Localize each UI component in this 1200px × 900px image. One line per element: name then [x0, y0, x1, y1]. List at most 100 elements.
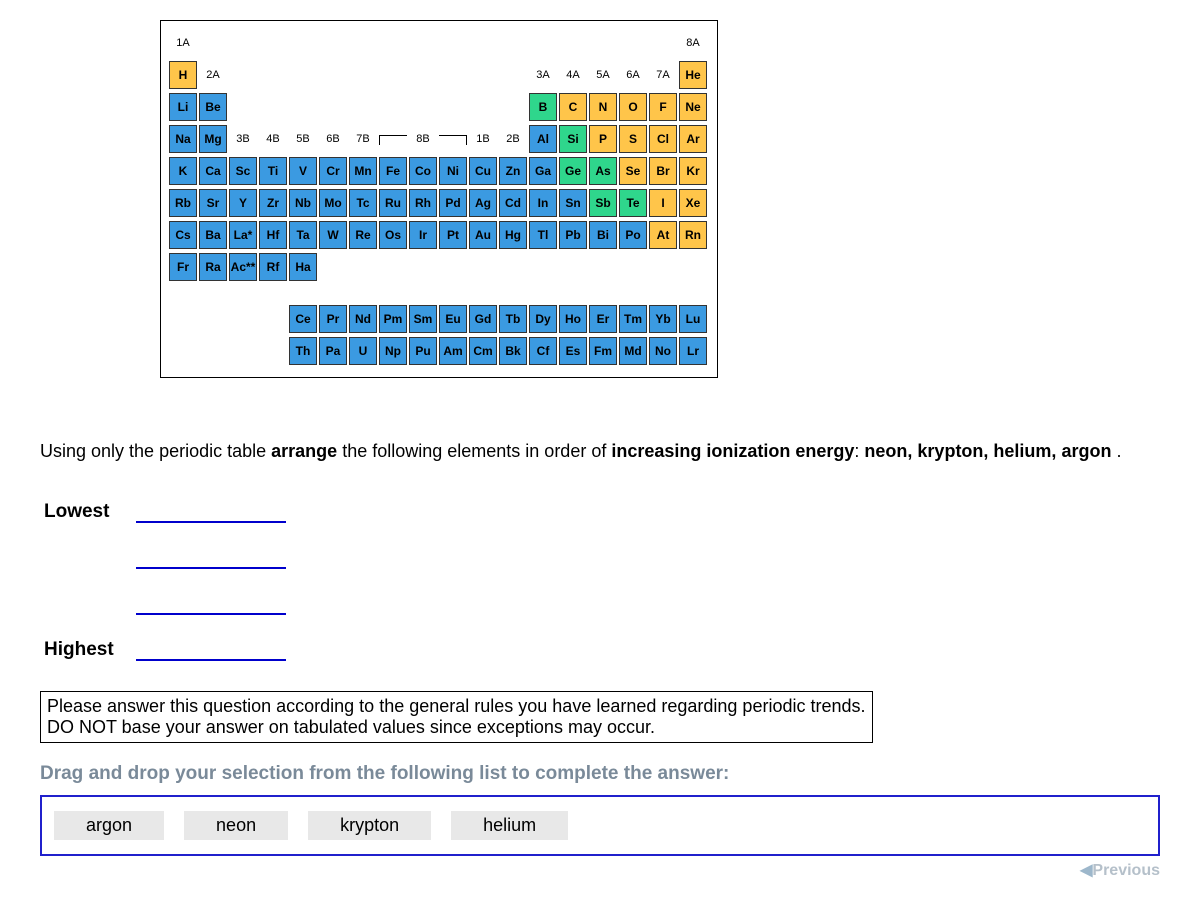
gap: [259, 61, 287, 89]
element-Na: Na: [169, 125, 197, 153]
element-Tc: Tc: [349, 189, 377, 217]
group-label: 8A: [679, 29, 707, 57]
gap: [439, 93, 467, 121]
group-label: 7A: [649, 61, 677, 89]
element-Br: Br: [649, 157, 677, 185]
element-Cd: Cd: [499, 189, 527, 217]
gap: [439, 135, 467, 145]
drop-slot-4[interactable]: [136, 635, 286, 661]
element-Cr: Cr: [319, 157, 347, 185]
gap: [349, 29, 377, 57]
gap: [469, 253, 497, 281]
gap: [259, 337, 287, 365]
element-Re: Re: [349, 221, 377, 249]
drag-item-neon[interactable]: neon: [184, 811, 288, 840]
element-Tl: Tl: [529, 221, 557, 249]
element-Co: Co: [409, 157, 437, 185]
gap: [409, 253, 437, 281]
gap: [589, 29, 617, 57]
gap: [229, 337, 257, 365]
gap: [349, 93, 377, 121]
element-Ho: Ho: [559, 305, 587, 333]
group-label: 7B: [349, 125, 377, 153]
element-Cl: Cl: [649, 125, 677, 153]
element-Ir: Ir: [409, 221, 437, 249]
element-Au: Au: [469, 221, 497, 249]
element-Tm: Tm: [619, 305, 647, 333]
gap: [259, 305, 287, 333]
element-Pm: Pm: [379, 305, 407, 333]
element-Bk: Bk: [499, 337, 527, 365]
drag-source-area: argon neon krypton helium: [40, 795, 1160, 856]
element-Cs: Cs: [169, 221, 197, 249]
group-label: 2A: [199, 61, 227, 89]
element-O: O: [619, 93, 647, 121]
drop-slot-2[interactable]: [136, 543, 286, 569]
drop-slot-3[interactable]: [136, 589, 286, 615]
group-label: 2B: [499, 125, 527, 153]
gap: [409, 61, 437, 89]
gap: [379, 135, 407, 145]
group-label: 3A: [529, 61, 557, 89]
element-Ca: Ca: [199, 157, 227, 185]
element-Am: Am: [439, 337, 467, 365]
element-P: P: [589, 125, 617, 153]
element-Ba: Ba: [199, 221, 227, 249]
element-Y: Y: [229, 189, 257, 217]
element-Fe: Fe: [379, 157, 407, 185]
element-I: I: [649, 189, 677, 217]
element-Te: Te: [619, 189, 647, 217]
element-Rn: Rn: [679, 221, 707, 249]
drop-slot-1[interactable]: [136, 497, 286, 523]
element-Lu: Lu: [679, 305, 707, 333]
element-Hf: Hf: [259, 221, 287, 249]
element-Nb: Nb: [289, 189, 317, 217]
element-Ra: Ra: [199, 253, 227, 281]
element-Sc: Sc: [229, 157, 257, 185]
drag-item-krypton[interactable]: krypton: [308, 811, 431, 840]
element-Ge: Ge: [559, 157, 587, 185]
element-Mn: Mn: [349, 157, 377, 185]
element-Zr: Zr: [259, 189, 287, 217]
element-K: K: [169, 157, 197, 185]
element-Sr: Sr: [199, 189, 227, 217]
gap: [559, 253, 587, 281]
gap: [349, 61, 377, 89]
gap: [199, 337, 227, 365]
group-label: 5B: [289, 125, 317, 153]
group-label: 6B: [319, 125, 347, 153]
element-Rf: Rf: [259, 253, 287, 281]
gap: [499, 253, 527, 281]
element-Ni: Ni: [439, 157, 467, 185]
element-La: La*: [229, 221, 257, 249]
element-Mg: Mg: [199, 125, 227, 153]
group-label: 6A: [619, 61, 647, 89]
gap: [499, 61, 527, 89]
label-lowest: Lowest: [44, 501, 134, 523]
gap: [499, 29, 527, 57]
element-Th: Th: [289, 337, 317, 365]
gap: [289, 29, 317, 57]
drag-item-helium[interactable]: helium: [451, 811, 568, 840]
element-Fr: Fr: [169, 253, 197, 281]
question-text: Using only the periodic table arrange th…: [40, 438, 1160, 465]
element-As: As: [589, 157, 617, 185]
element-B: B: [529, 93, 557, 121]
element-Rh: Rh: [409, 189, 437, 217]
element-Zn: Zn: [499, 157, 527, 185]
element-Pa: Pa: [319, 337, 347, 365]
gap: [499, 93, 527, 121]
element-Nd: Nd: [349, 305, 377, 333]
element-N: N: [589, 93, 617, 121]
element-Pb: Pb: [559, 221, 587, 249]
element-Ru: Ru: [379, 189, 407, 217]
gap: [469, 29, 497, 57]
periodic-table: 1A8AH2A3A4A5A6A7AHeLiBeBCNOFNeNaMg3B4B5B…: [160, 20, 718, 378]
drag-item-argon[interactable]: argon: [54, 811, 164, 840]
gap: [679, 253, 707, 281]
element-Al: Al: [529, 125, 557, 153]
group-label: 3B: [229, 125, 257, 153]
element-Sm: Sm: [409, 305, 437, 333]
element-Rb: Rb: [169, 189, 197, 217]
previous-link[interactable]: ◀Previous: [40, 860, 1160, 880]
